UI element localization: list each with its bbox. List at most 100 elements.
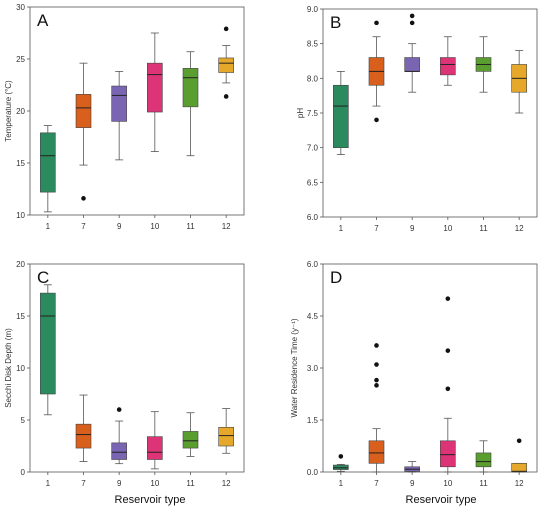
outlier-point [374,20,379,26]
box-11 [182,68,199,108]
x-tick-label: 9 [117,479,122,488]
plot-frame [29,6,245,216]
box-10 [440,440,456,468]
outlier-point [81,196,86,201]
x-ticks: 1 7 9 10 11 12 [46,215,231,231]
x-tick-label: 1 [46,222,51,231]
y-tick-label: 6.0 [307,260,319,269]
y-tick-label: 7.0 [307,144,319,153]
y-tick-label: 8.0 [307,74,319,83]
y-tick-label: 10 [16,364,25,373]
y-tick-label: 0 [21,468,26,477]
box-12 [511,463,527,473]
box-marks [40,26,234,213]
box-1 [40,132,56,193]
outlier-point [374,362,379,367]
outlier-point [374,383,379,388]
y-axis-label: pH [296,108,305,118]
x-tick-label: 10 [443,224,452,233]
y-tick-label: 5 [21,416,26,425]
outlier-point [445,296,451,301]
x-tick-label: 9 [410,479,415,488]
outlier-point [445,386,451,392]
box-12 [218,426,234,447]
outlier-point [116,407,122,412]
outlier-point [409,13,415,19]
outlier-point [223,94,229,99]
y-tick-label: 1.5 [307,416,319,425]
x-tick-label: 12 [515,224,524,233]
outlier-point [409,20,415,26]
y-ticks: 10 15 20 25 30 [16,3,30,220]
y-tick-label: 20 [16,107,25,116]
x-tick-label: 10 [150,479,159,488]
y-tick-label: 0.0 [307,468,319,477]
box-1 [333,84,349,148]
panel-label: A [37,11,49,30]
y-tick-label: 4.5 [307,312,319,321]
y-tick-label: 9.0 [307,5,319,14]
box-10 [147,436,163,460]
x-tick-label: 10 [443,479,452,488]
box-marks [333,13,527,156]
outlier-point [374,117,379,123]
box-marks [333,296,527,473]
y-tick-label: 7.5 [307,109,319,118]
y-axis-label: Secchi Disk Depth (m) [4,328,13,408]
box-1 [333,464,349,470]
panel-label: D [330,268,342,287]
x-tick-label: 7 [81,222,86,231]
panel-label: B [330,13,341,32]
box-10 [440,57,456,76]
panel-b: B pH 6.0 6.5 7.0 7.5 8.0 8.5 9.0 1 7 9 10 11 12 [296,5,538,233]
y-tick-label: 15 [16,312,25,321]
y-tick-label: 8.5 [307,40,319,49]
box-9 [111,85,127,122]
box-9 [111,442,127,460]
y-tick-label: 6.0 [307,213,319,222]
x-tick-label: 11 [186,222,195,231]
x-tick-label: 7 [374,479,379,488]
box-marks [40,284,234,470]
x-tick-label: 10 [150,222,159,231]
x-tick-label: 1 [339,224,344,233]
y-tick-label: 20 [16,260,25,269]
x-tick-label: 11 [479,224,488,233]
box-7 [75,423,92,449]
x-ticks: 1 7 9 10 11 12 [339,217,524,233]
y-tick-label: 6.5 [307,178,319,187]
x-tick-label: 9 [410,224,415,233]
box-11 [475,452,492,468]
box-11 [182,431,199,449]
x-ticks: 1 7 9 10 11 12 [339,472,524,488]
box-10 [147,62,163,113]
panel-label: C [37,268,49,287]
plot-frame [322,8,538,218]
y-tick-label: 30 [16,3,25,12]
x-tick-label: 12 [515,479,524,488]
x-axis-title-right: Reservoir type [406,494,477,506]
y-ticks: 0.0 1.5 3.0 4.5 6.0 [307,260,323,477]
outlier-point [223,26,229,32]
box-9 [404,57,420,72]
x-tick-label: 7 [81,479,86,488]
outlier-point [374,377,379,383]
x-tick-label: 11 [479,479,488,488]
box-7 [75,94,92,128]
y-ticks: 0 5 10 15 20 [16,260,30,477]
y-tick-label: 15 [16,159,25,168]
box-12 [218,57,234,73]
x-tick-label: 12 [222,479,231,488]
y-ticks: 6.0 6.5 7.0 7.5 8.0 8.5 9.0 [307,5,323,222]
outlier-point [374,343,379,348]
panel-a: A Temperature (°C) 10 15 20 25 30 1 7 9 10 11 12 [4,3,245,231]
outlier-point [338,454,344,459]
outlier-point [445,348,451,353]
y-tick-label: 25 [16,55,25,64]
x-tick-label: 9 [117,222,122,231]
panel-d: D Water Residence Time (y⁻¹) 0.0 1.5 3.0 4.… [290,260,538,488]
box-1 [40,292,56,395]
outlier-point [516,438,522,444]
plot-frame [322,263,538,473]
y-axis-label: Water Residence Time (y⁻¹) [290,318,299,417]
